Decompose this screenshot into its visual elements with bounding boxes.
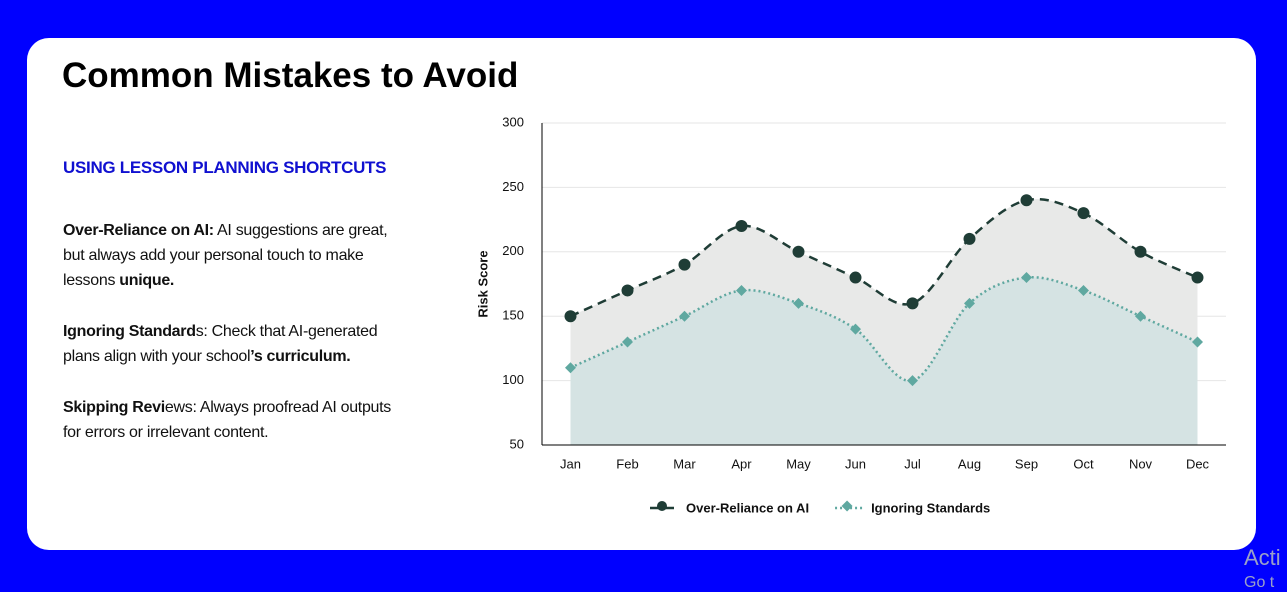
x-tick-label: Feb <box>616 456 638 471</box>
mistake-list: Over-Reliance on AI: AI suggestions are … <box>63 218 408 471</box>
text-run: unique. <box>119 272 175 289</box>
x-tick-label: Dec <box>1186 456 1210 471</box>
text-run: Ignoring Standard <box>63 323 196 340</box>
legend-marker <box>657 501 667 511</box>
marker <box>849 271 862 284</box>
watermark: Acti <box>1244 545 1281 570</box>
marker <box>564 310 577 323</box>
y-tick-label: 300 <box>502 114 524 129</box>
marker <box>792 245 805 258</box>
y-tick-label: 100 <box>502 372 524 387</box>
x-tick-label: Jan <box>560 456 581 471</box>
marker <box>964 297 975 309</box>
marker <box>1078 284 1089 296</box>
marker <box>1135 310 1146 322</box>
marker <box>1021 272 1032 284</box>
slide-title: Common Mistakes to Avoid <box>62 56 519 95</box>
marker <box>736 284 747 296</box>
text-run: ews: Always proofread AI outputs for err… <box>63 399 391 441</box>
section-heading: USING LESSON PLANNING SHORTCUTS <box>63 158 387 177</box>
mistake-item: Over-Reliance on AI: AI suggestions are … <box>63 218 408 293</box>
mistake-item: Ignoring Standards: Check that AI-genera… <box>63 319 408 369</box>
legend-label: Over-Reliance on AI <box>686 500 809 515</box>
y-tick-label: 200 <box>502 243 524 258</box>
text-run: ’s curriculum. <box>250 348 351 365</box>
x-tick-label: Jul <box>904 456 921 471</box>
x-tick-label: Jun <box>845 456 866 471</box>
marker <box>1134 245 1147 258</box>
marker <box>1192 336 1203 348</box>
text-run: Skipping Revi <box>63 399 165 416</box>
mistake-item: Skipping Reviews: Always proofread AI ou… <box>63 395 408 445</box>
marker <box>1077 207 1090 220</box>
marker <box>565 362 576 374</box>
marker <box>621 284 634 297</box>
y-axis-label: Risk Score <box>475 250 490 317</box>
x-tick-label: Oct <box>1073 456 1094 471</box>
marker <box>1191 271 1204 284</box>
y-tick-label: 50 <box>510 436 524 451</box>
legend-marker <box>841 500 853 512</box>
marker <box>907 375 918 387</box>
x-tick-label: Apr <box>731 456 752 471</box>
text-run: s: Check that AI-generated plans align w… <box>63 323 378 365</box>
y-tick-label: 150 <box>502 308 524 323</box>
marker <box>793 297 804 309</box>
watermark: Go t <box>1244 574 1275 591</box>
area <box>570 277 1198 445</box>
marker <box>850 323 861 335</box>
x-tick-label: Mar <box>673 456 696 471</box>
marker <box>1020 194 1033 207</box>
y-tick-label: 250 <box>502 179 524 194</box>
text-run: Over-Reliance on AI: <box>63 222 214 239</box>
legend-label: Ignoring Standards <box>871 500 990 515</box>
marker <box>678 258 691 271</box>
marker <box>735 220 748 233</box>
x-tick-label: Nov <box>1129 456 1153 471</box>
x-tick-label: Aug <box>958 456 981 471</box>
marker <box>963 232 976 245</box>
x-tick-label: May <box>786 456 811 471</box>
text-run: AI suggestions are great, but always add… <box>63 222 388 289</box>
marker <box>622 336 633 348</box>
x-tick-label: Sep <box>1015 456 1038 471</box>
marker <box>906 297 919 310</box>
marker <box>679 310 690 322</box>
areas <box>570 199 1198 445</box>
